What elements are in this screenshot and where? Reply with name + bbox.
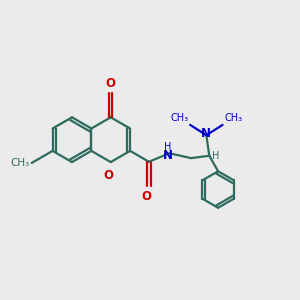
Text: H: H bbox=[212, 151, 219, 161]
Text: CH₃: CH₃ bbox=[224, 112, 242, 122]
Text: O: O bbox=[103, 169, 113, 182]
Text: O: O bbox=[106, 76, 116, 90]
Text: N: N bbox=[201, 127, 211, 140]
Text: O: O bbox=[141, 190, 151, 203]
Text: CH₃: CH₃ bbox=[171, 112, 189, 122]
Text: N: N bbox=[163, 149, 173, 162]
Text: CH₃: CH₃ bbox=[10, 158, 29, 168]
Text: H: H bbox=[164, 142, 172, 152]
